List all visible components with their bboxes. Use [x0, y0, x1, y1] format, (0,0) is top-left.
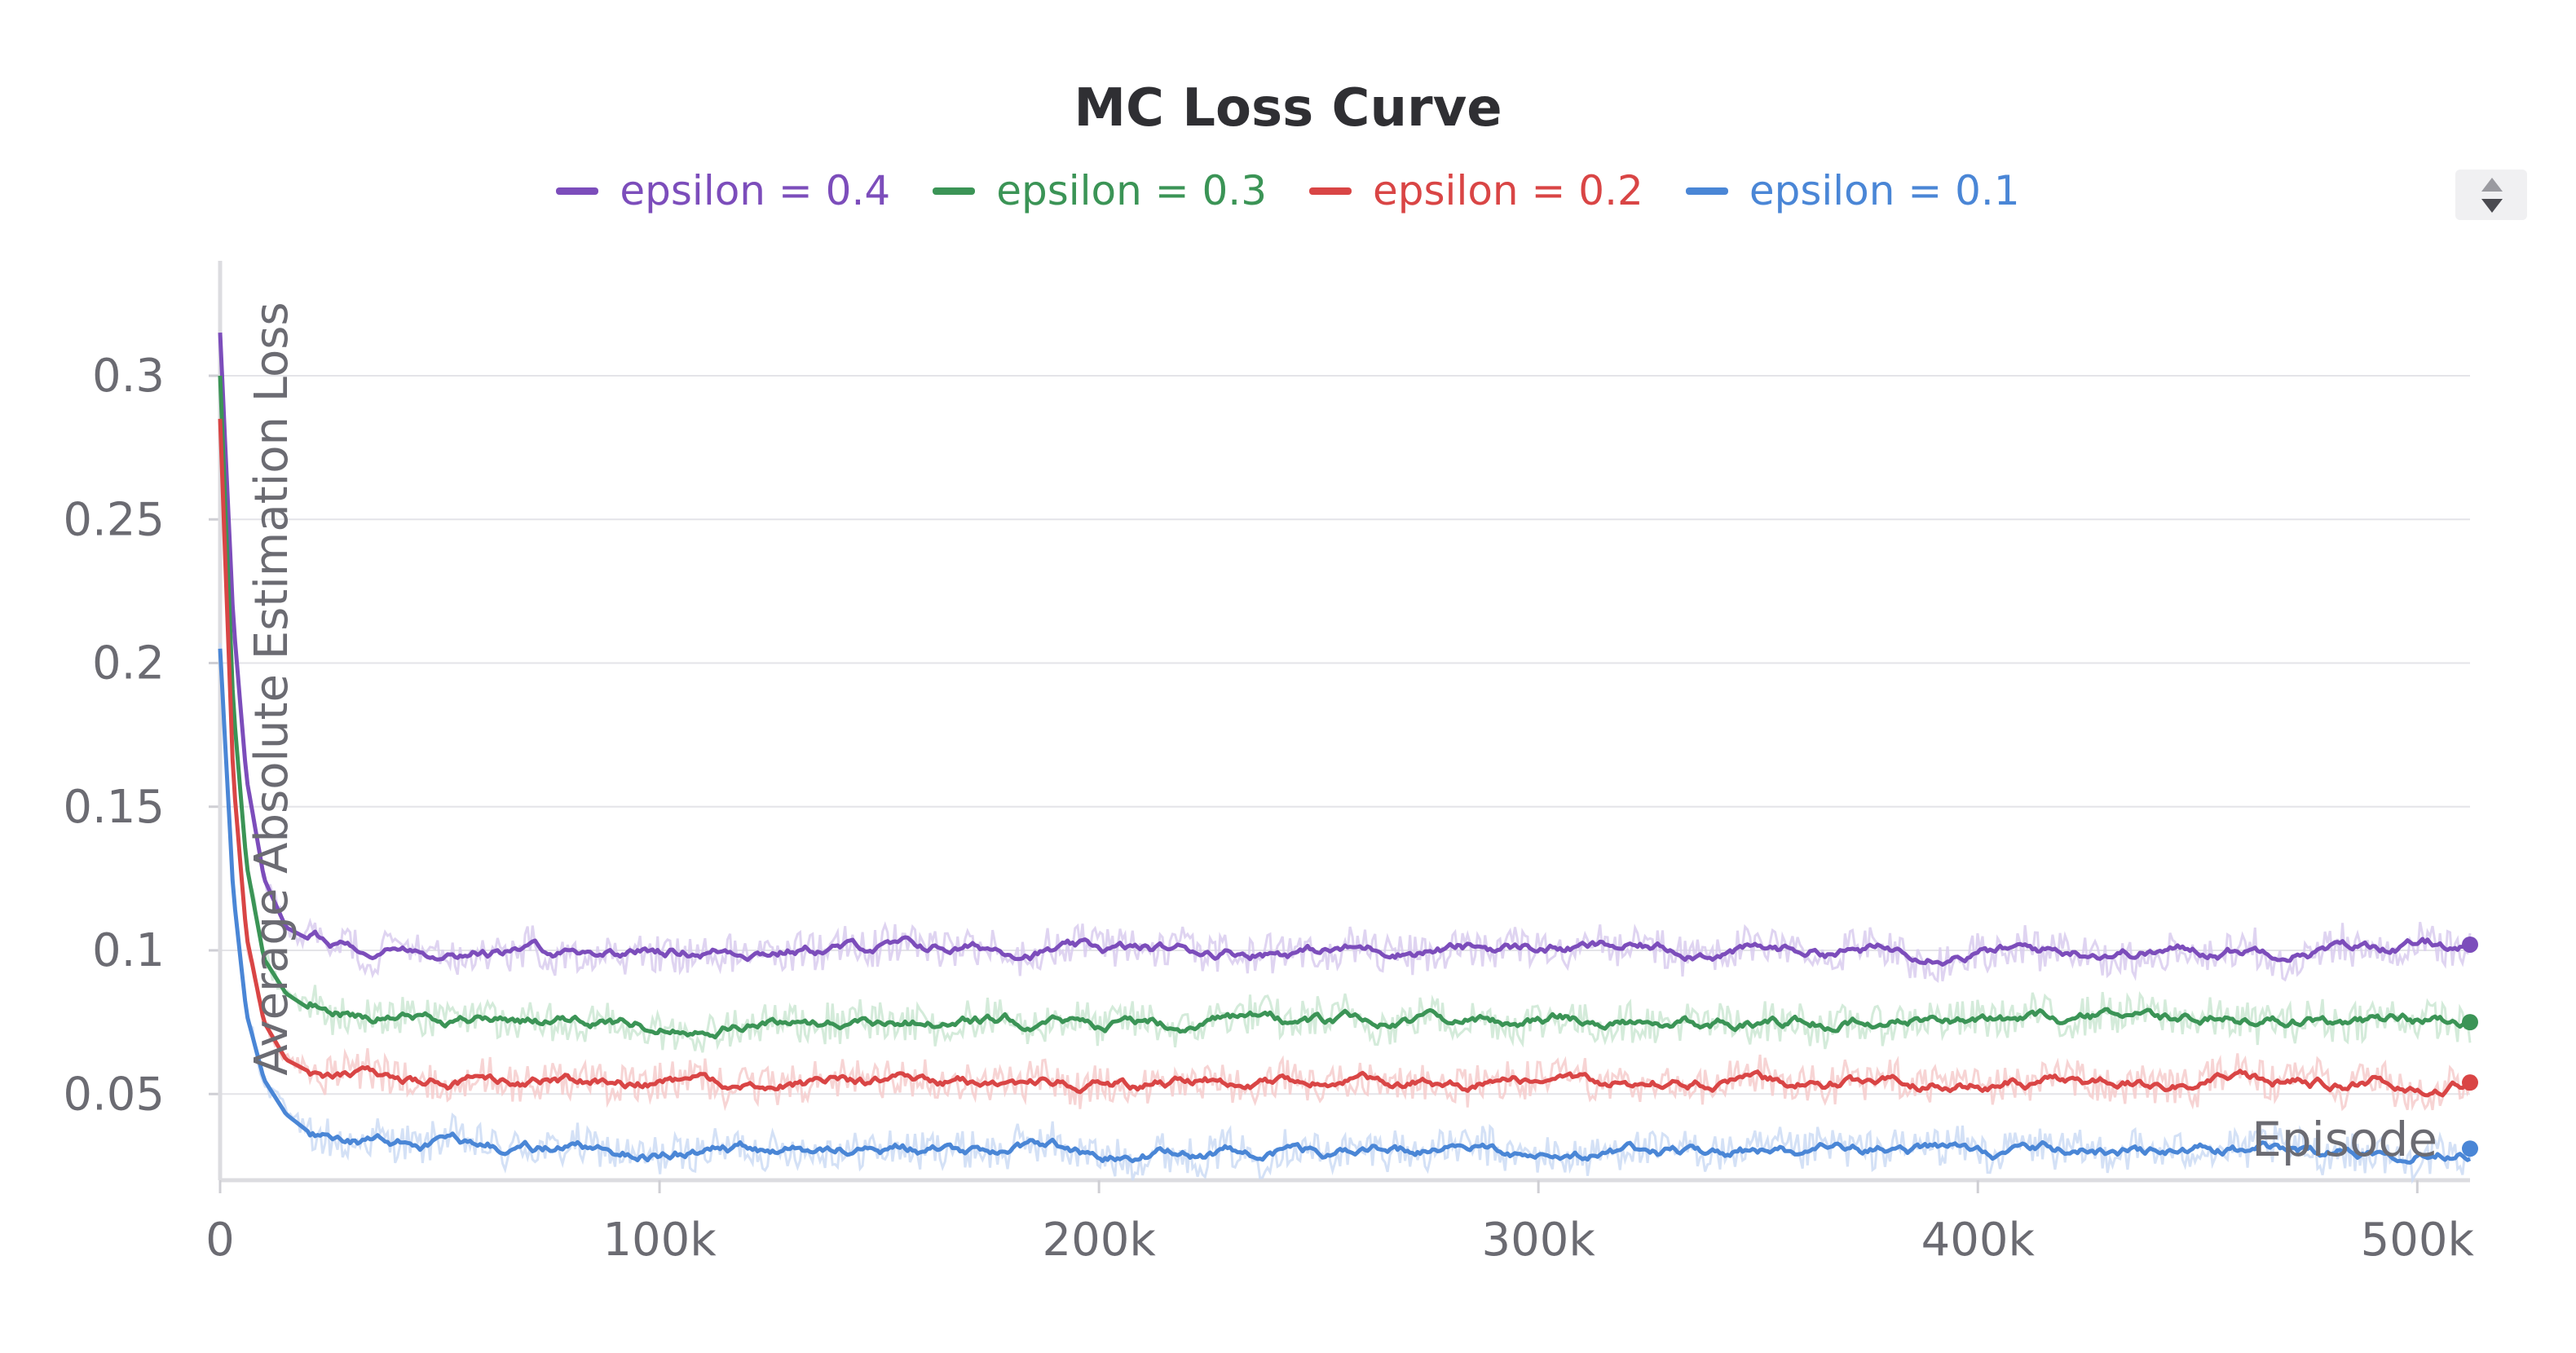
y-tick-label: 0.1: [92, 924, 165, 977]
legend-label: epsilon = 0.3: [996, 167, 1267, 214]
y-tick-label: 0.05: [63, 1068, 165, 1121]
chart-title: MC Loss Curve: [1074, 78, 1502, 139]
x-tick-label: 400k: [1921, 1214, 2036, 1267]
legend-item-epsilon-0-2[interactable]: epsilon = 0.2: [1309, 167, 1643, 214]
legend-label: epsilon = 0.4: [620, 167, 891, 214]
legend-scroll-button[interactable]: [2455, 170, 2527, 220]
y-tick-label: 0.25: [63, 493, 165, 546]
series-raw-line: [218, 341, 2472, 984]
series-line: [218, 332, 2472, 967]
legend-swatch: [1309, 187, 1352, 195]
x-axis-title: Episode: [2252, 1112, 2437, 1167]
legend-item-epsilon-0-4[interactable]: epsilon = 0.4: [556, 167, 890, 214]
series-end-marker: [2462, 1014, 2478, 1031]
legend-label: epsilon = 0.2: [1373, 167, 1643, 214]
legend-label: epsilon = 0.1: [1749, 167, 2020, 214]
legend: epsilon = 0.4 epsilon = 0.3 epsilon = 0.…: [0, 167, 2576, 214]
x-tick-label: 200k: [1042, 1214, 1156, 1267]
series-raw-line: [218, 379, 2472, 1053]
y-axis-title: Average Absolute Estimation Loss: [245, 302, 298, 1075]
legend-item-epsilon-0-3[interactable]: epsilon = 0.3: [933, 167, 1267, 214]
series-line: [218, 375, 2472, 1040]
series-line: [218, 648, 2472, 1165]
legend-swatch: [933, 187, 976, 195]
x-tick-label: 300k: [1482, 1214, 1596, 1267]
arrow-up-icon: [2481, 178, 2503, 192]
legend-swatch: [1685, 187, 1728, 195]
x-tick-label: 100k: [602, 1214, 717, 1267]
y-tick-label: 0.2: [92, 637, 165, 690]
series-line: [218, 418, 2472, 1098]
arrow-down-icon: [2481, 199, 2503, 213]
y-tick-label: 0.15: [63, 781, 165, 834]
x-tick-label: 500k: [2361, 1214, 2475, 1267]
series-raw-line: [218, 642, 2472, 1185]
x-tick-label: 0: [205, 1214, 235, 1267]
series-end-marker: [2462, 1140, 2478, 1157]
legend-item-epsilon-0-1[interactable]: epsilon = 0.1: [1685, 167, 2020, 214]
series-end-marker: [2462, 1074, 2478, 1091]
legend-swatch: [556, 187, 599, 195]
y-tick-label: 0.3: [92, 350, 165, 403]
series-end-marker: [2462, 936, 2478, 953]
series-raw-line: [218, 417, 2472, 1112]
